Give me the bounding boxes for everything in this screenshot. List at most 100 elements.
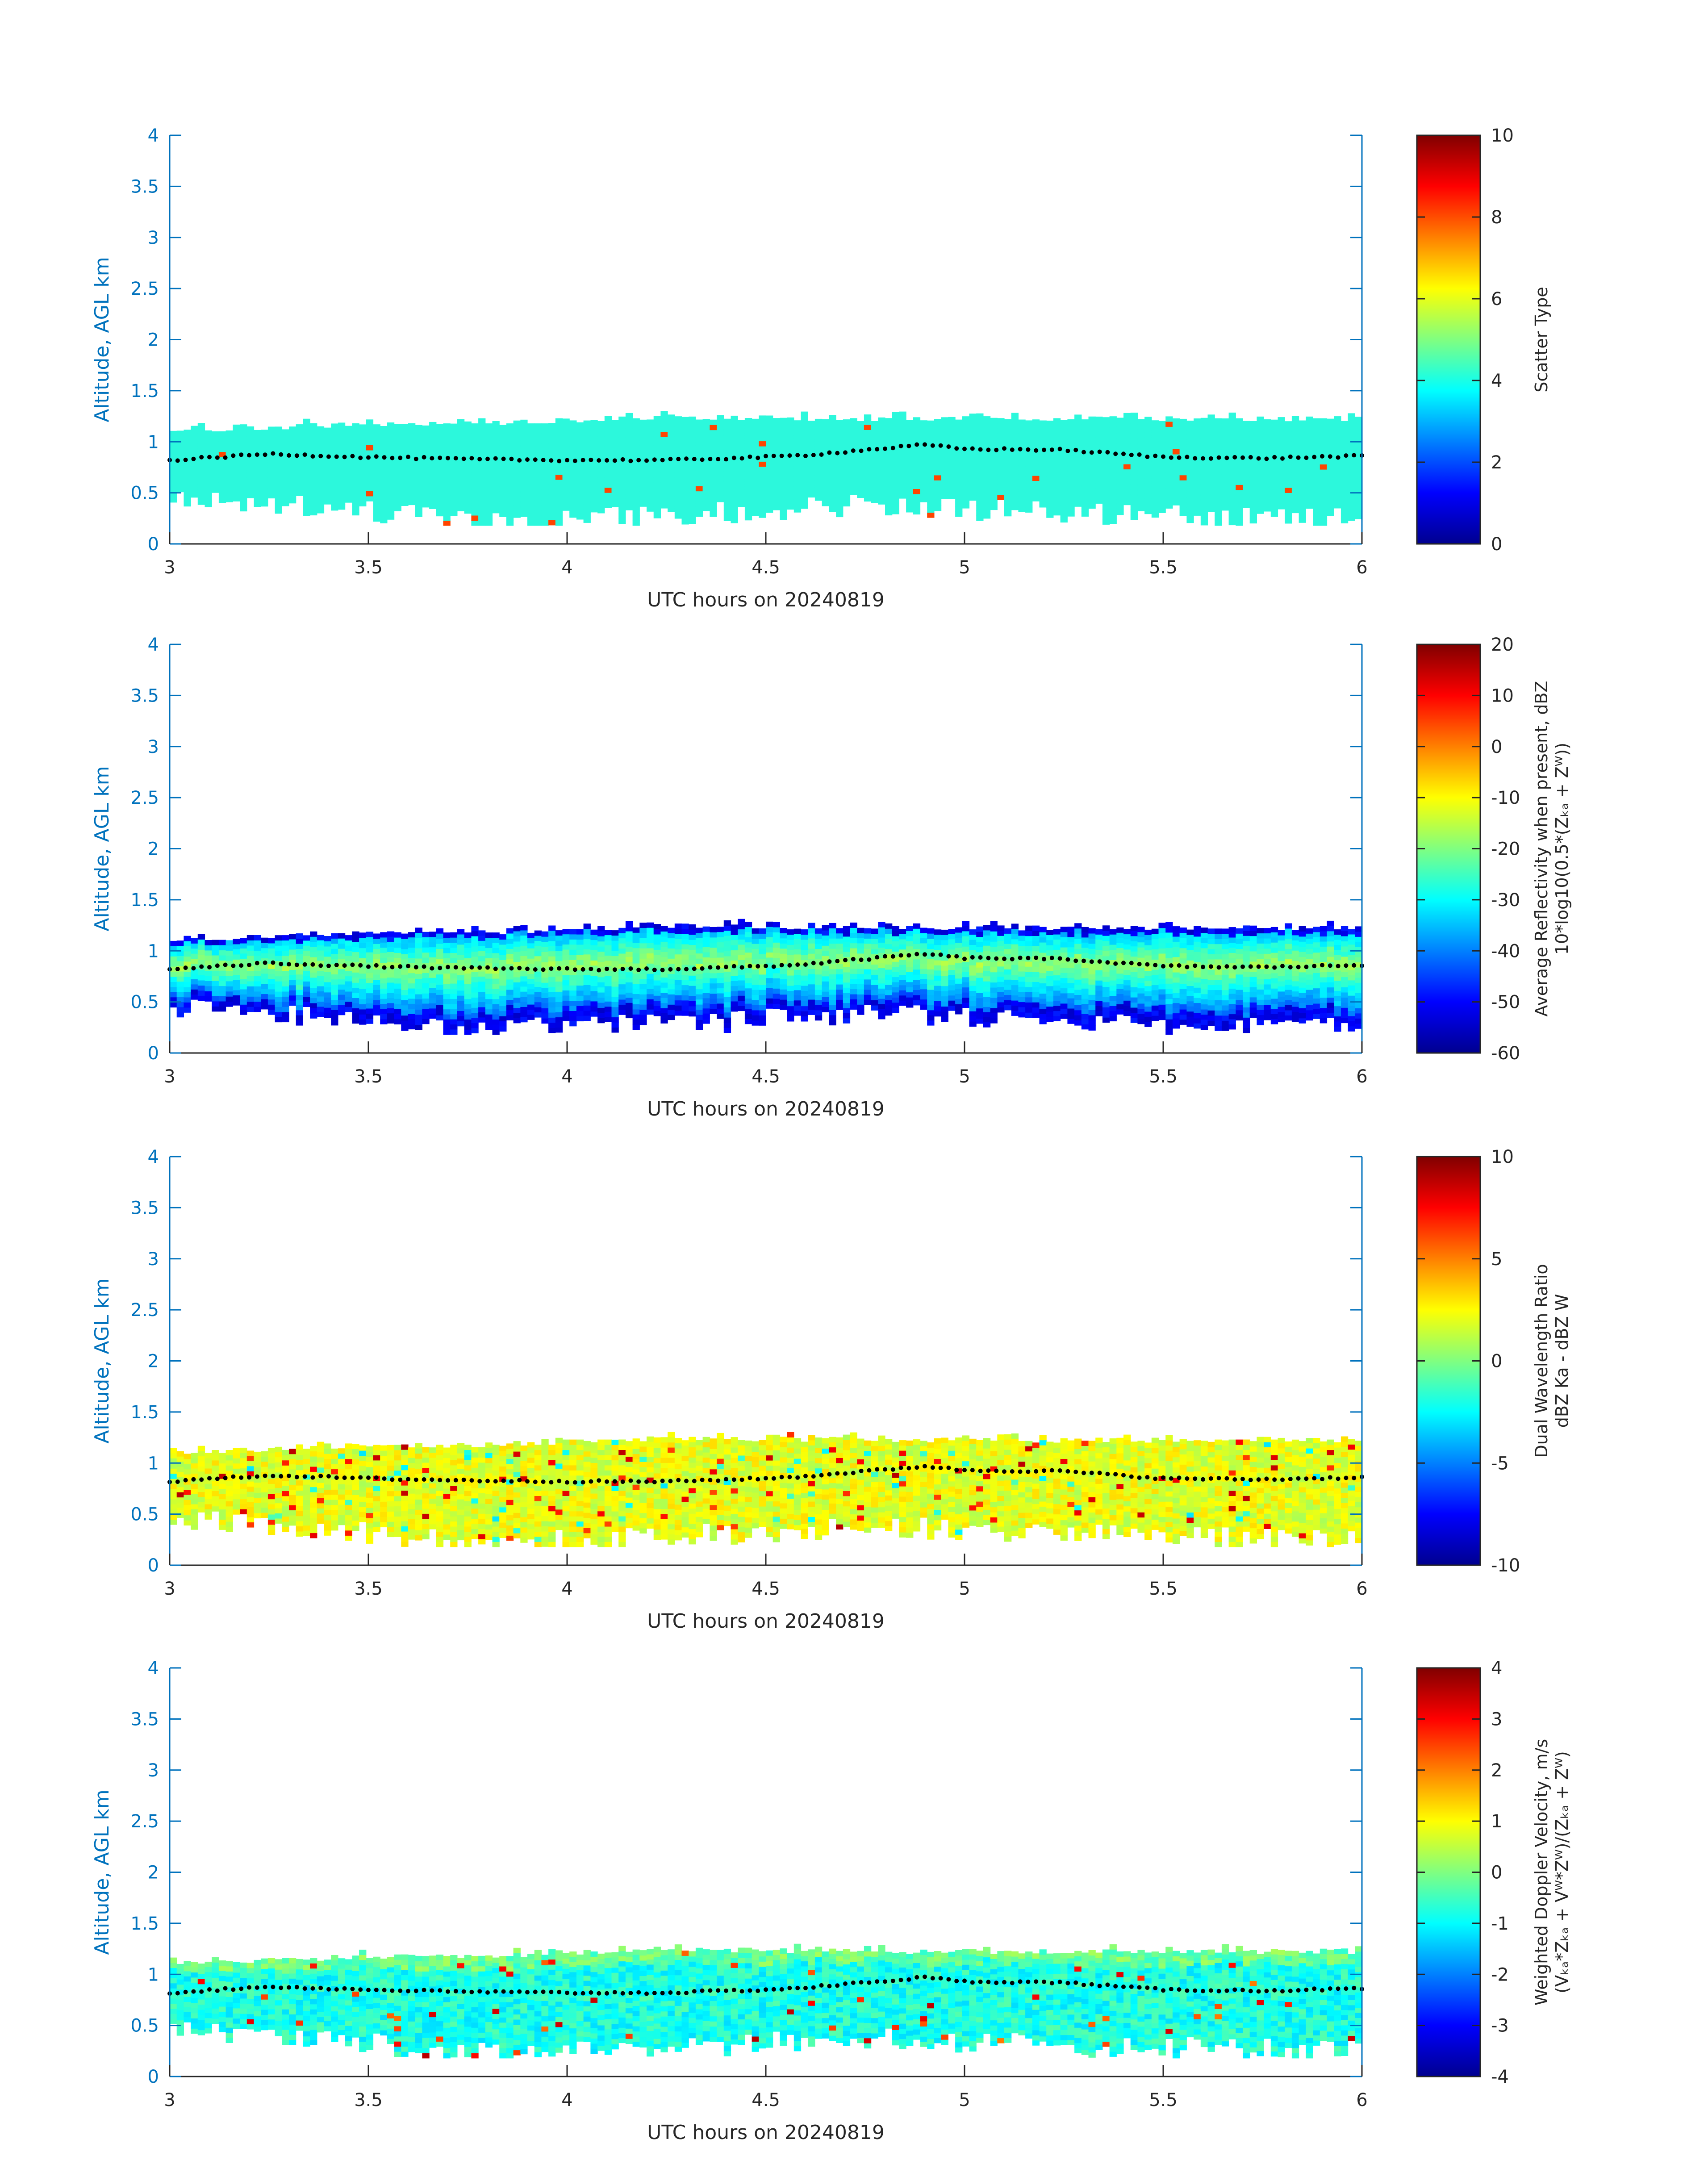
heatmap-cell bbox=[843, 465, 851, 471]
heatmap-cell bbox=[1355, 478, 1362, 484]
heatmap-cell bbox=[267, 472, 276, 478]
heatmap-cell bbox=[1320, 495, 1328, 501]
heatmap-cell bbox=[267, 979, 276, 984]
heatmap-cell bbox=[702, 444, 710, 450]
heatmap-cell bbox=[597, 941, 605, 947]
heatmap-cell bbox=[1137, 460, 1145, 465]
cloud-base-dot bbox=[247, 453, 251, 458]
heatmap-cell bbox=[681, 473, 689, 479]
heatmap-cell bbox=[1179, 490, 1187, 496]
heatmap-cell bbox=[478, 454, 486, 460]
heatmap-cell bbox=[527, 439, 535, 444]
heatmap-cell bbox=[590, 960, 598, 966]
heatmap-cell bbox=[752, 1015, 759, 1021]
heatmap-cell bbox=[184, 439, 191, 445]
heatmap-cell bbox=[1215, 520, 1222, 526]
heatmap-cell bbox=[548, 951, 556, 957]
heatmap-cell bbox=[380, 513, 388, 518]
heatmap-cell bbox=[801, 426, 808, 432]
heatmap-cell bbox=[443, 449, 451, 455]
cloud-base-dot bbox=[724, 457, 728, 462]
heatmap-cell bbox=[934, 439, 942, 445]
heatmap-cell bbox=[660, 426, 668, 432]
heatmap-cell bbox=[681, 1000, 689, 1006]
heatmap-cell bbox=[534, 945, 542, 951]
heatmap-cell bbox=[618, 514, 626, 519]
heatmap-cell bbox=[246, 935, 255, 940]
heatmap-cell bbox=[674, 944, 682, 949]
heatmap-cell bbox=[226, 486, 233, 492]
heatmap-cell bbox=[267, 984, 276, 990]
heatmap-cell bbox=[962, 488, 970, 493]
heatmap-cell bbox=[191, 482, 198, 488]
heatmap-cell bbox=[541, 972, 549, 978]
heatmap-cell bbox=[352, 443, 359, 449]
heatmap-cell bbox=[485, 510, 493, 516]
heatmap-cell bbox=[324, 987, 331, 993]
heatmap-cell bbox=[864, 440, 872, 446]
heatmap-cell bbox=[1299, 446, 1306, 451]
heatmap-cell bbox=[443, 1019, 451, 1025]
cloud-base-dot bbox=[1224, 455, 1229, 460]
heatmap-cell bbox=[639, 999, 647, 1005]
heatmap-cell bbox=[359, 953, 367, 958]
heatmap-cell bbox=[604, 493, 612, 498]
heatmap-cell bbox=[857, 477, 864, 483]
heatmap-cell bbox=[1081, 506, 1089, 512]
heatmap-cell bbox=[1270, 511, 1278, 517]
heatmap-cell bbox=[1053, 454, 1061, 460]
heatmap-cell bbox=[647, 928, 654, 933]
heatmap-cell bbox=[1306, 503, 1313, 509]
heatmap-cell bbox=[387, 987, 395, 993]
heatmap-cell bbox=[1341, 456, 1349, 462]
cloud-base-dot bbox=[1153, 453, 1158, 458]
heatmap-cell bbox=[345, 1007, 352, 1012]
heatmap-cell bbox=[170, 466, 177, 472]
heatmap-cell bbox=[1270, 440, 1278, 446]
heatmap-cell bbox=[1123, 443, 1131, 449]
heatmap-cell bbox=[710, 1008, 717, 1014]
heatmap-cell bbox=[548, 1007, 556, 1013]
heatmap-cell bbox=[513, 987, 521, 993]
heatmap-cell bbox=[647, 943, 654, 949]
heatmap-cell bbox=[380, 472, 388, 477]
heatmap-cell bbox=[983, 426, 991, 432]
heatmap-cell bbox=[871, 482, 878, 488]
heatmap-cell bbox=[618, 452, 626, 458]
heatmap-cell bbox=[632, 1019, 640, 1025]
heatmap-cell bbox=[976, 439, 984, 444]
heatmap-cell bbox=[359, 999, 367, 1004]
heatmap-cell bbox=[829, 461, 836, 466]
heatmap-cell bbox=[723, 920, 731, 926]
heatmap-cell bbox=[689, 986, 696, 991]
heatmap-cell bbox=[317, 508, 325, 514]
heatmap-cell bbox=[415, 938, 422, 944]
heatmap-cell bbox=[822, 930, 829, 936]
heatmap-cell bbox=[345, 991, 352, 997]
heatmap-cell bbox=[569, 960, 577, 965]
heatmap-cell bbox=[625, 926, 633, 932]
heatmap-cell bbox=[310, 952, 317, 957]
heatmap-cell bbox=[541, 982, 549, 988]
heatmap-cell bbox=[653, 451, 661, 457]
heatmap-cell bbox=[878, 422, 885, 428]
heatmap-cell bbox=[555, 423, 563, 429]
heatmap-cell bbox=[744, 983, 752, 989]
heatmap-cell bbox=[695, 425, 703, 430]
heatmap-cell bbox=[731, 929, 738, 935]
heatmap-cell bbox=[527, 1014, 535, 1020]
heatmap-cell bbox=[485, 999, 493, 1004]
heatmap-cell bbox=[450, 500, 458, 506]
heatmap-cell bbox=[997, 494, 1005, 500]
heatmap-cell bbox=[1179, 464, 1187, 470]
heatmap-cell bbox=[289, 980, 296, 986]
heatmap-cell bbox=[415, 512, 422, 517]
heatmap-cell bbox=[583, 954, 591, 960]
heatmap-cell bbox=[429, 1013, 437, 1019]
heatmap-cell bbox=[660, 998, 668, 1003]
heatmap-cell bbox=[289, 965, 296, 970]
heatmap-cell bbox=[969, 424, 977, 430]
heatmap-cell bbox=[408, 489, 416, 495]
heatmap-cell bbox=[450, 510, 458, 516]
heatmap-cell bbox=[422, 1003, 430, 1009]
